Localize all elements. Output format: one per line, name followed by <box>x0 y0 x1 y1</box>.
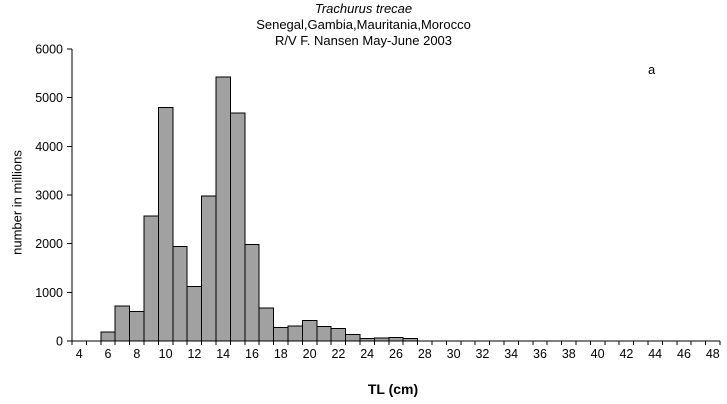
x-tick-label: 8 <box>133 347 140 361</box>
chart-title-block: Trachurus trecae Senegal,Gambia,Mauritan… <box>0 1 727 49</box>
x-tick-label: 6 <box>105 347 112 361</box>
y-tick-label: 0 <box>56 335 63 349</box>
bar-9cm <box>143 215 159 342</box>
chart-title: Trachurus trecae <box>314 1 413 16</box>
x-tick-label: 42 <box>619 347 633 361</box>
y-tick-label: 3000 <box>35 189 63 203</box>
bar-11cm <box>172 246 188 342</box>
x-tick-label: 14 <box>216 347 230 361</box>
bar-14cm <box>215 76 231 342</box>
x-tick-label: 32 <box>475 347 489 361</box>
x-tick-label: 36 <box>533 347 547 361</box>
x-tick-label: 26 <box>389 347 403 361</box>
x-tick-label: 28 <box>418 347 432 361</box>
bar-13cm <box>201 195 217 342</box>
bar-10cm <box>157 106 174 342</box>
bar-16cm <box>244 244 260 342</box>
bar-21cm <box>316 325 332 342</box>
bar-23cm <box>345 334 361 342</box>
x-tick-label: 16 <box>245 347 259 361</box>
panel-label-a: a <box>648 62 656 77</box>
bar-19cm <box>287 325 303 342</box>
x-tick-label: 22 <box>331 347 345 361</box>
x-tick-label: 10 <box>159 347 173 361</box>
y-axis-title: number in millions <box>9 150 25 255</box>
chart-subtitle-region: Senegal,Gambia,Mauritania,Morocco <box>256 17 471 32</box>
bar-26cm <box>388 337 404 342</box>
bar-6cm <box>100 331 116 342</box>
y-tick-label: 4000 <box>35 140 63 154</box>
y-tick-label: 5000 <box>35 91 63 105</box>
bar-18cm <box>273 326 289 342</box>
x-tick-label: 38 <box>562 347 576 361</box>
x-tick-label: 40 <box>591 347 605 361</box>
chart-subtitle-survey: R/V F. Nansen May-June 2003 <box>274 33 453 48</box>
bar-22cm <box>330 327 347 342</box>
x-tick-label: 34 <box>504 347 518 361</box>
bar-7cm <box>114 305 131 342</box>
y-tick-label: 2000 <box>35 237 63 251</box>
x-tick-label: 12 <box>187 347 201 361</box>
bar-8cm <box>129 310 145 342</box>
x-tick-label: 30 <box>447 347 461 361</box>
x-axis-title: TL (cm) <box>367 381 419 397</box>
x-tick-label: 20 <box>303 347 317 361</box>
x-tick-label: 48 <box>706 347 720 361</box>
x-tick-label: 4 <box>76 347 83 361</box>
x-tick-label: 24 <box>360 347 374 361</box>
x-tick-label: 18 <box>274 347 288 361</box>
x-tick-label: 44 <box>648 347 662 361</box>
x-tick-label: 46 <box>677 347 691 361</box>
bar-20cm <box>301 320 318 342</box>
bar-17cm <box>258 307 275 342</box>
y-tick-label: 1000 <box>35 286 63 300</box>
bar-12cm <box>186 285 203 342</box>
bar-15cm <box>229 112 246 342</box>
y-tick-label: 6000 <box>35 43 63 57</box>
